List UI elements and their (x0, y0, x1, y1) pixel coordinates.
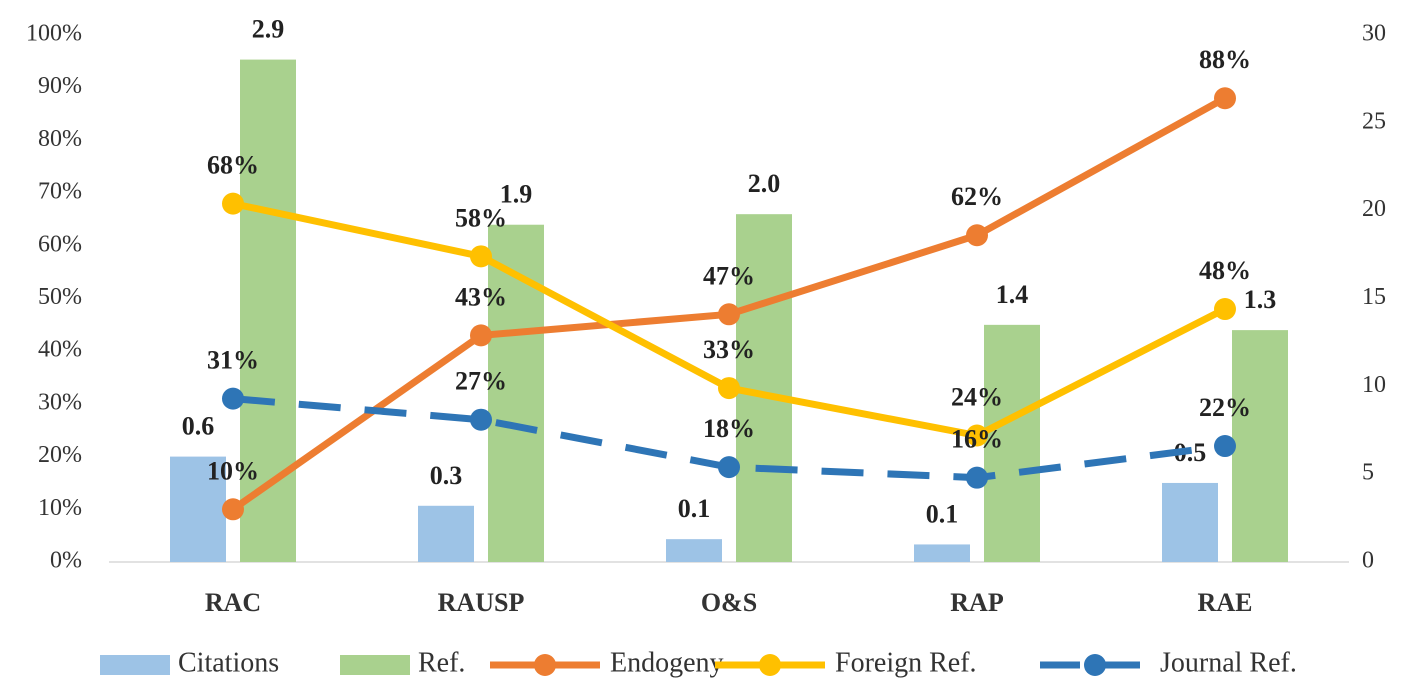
x-tick-label: RAP (950, 588, 1004, 617)
legend-marker (759, 654, 781, 676)
line-marker (470, 324, 492, 347)
y-tick-label: 80% (38, 126, 82, 152)
y-tick-label: 100% (26, 21, 82, 47)
bar (914, 544, 970, 562)
data-label: 0.1 (678, 494, 711, 523)
bar (1232, 330, 1288, 562)
x-tick-label: RAE (1198, 588, 1253, 617)
x-tick-label: RAC (205, 588, 261, 617)
y-tick-label: 70% (38, 179, 82, 205)
legend-label: Foreign Ref. (835, 647, 977, 678)
data-label: 88% (1199, 45, 1251, 74)
y-tick-label: 20% (38, 442, 82, 468)
x-tick-label: O&S (701, 588, 757, 617)
data-label: 0.6 (182, 412, 215, 441)
line-marker (966, 466, 988, 489)
line-marker (1214, 298, 1236, 321)
bar (240, 59, 296, 563)
y2-tick-label: 15 (1362, 284, 1386, 310)
y2-tick-label: 5 (1362, 460, 1374, 486)
y2-tick-label: 10 (1362, 372, 1386, 398)
y2-tick-label: 20 (1362, 196, 1386, 222)
data-label: 33% (703, 335, 755, 364)
legend-label: Citations (178, 647, 279, 678)
data-label: 16% (951, 425, 1003, 454)
data-label: 58% (455, 203, 507, 232)
legend-label: Ref. (418, 647, 465, 678)
y-tick-label: 0% (50, 548, 82, 574)
legend-marker (1084, 654, 1106, 676)
bar (170, 456, 226, 562)
data-label: 43% (455, 282, 507, 311)
line-marker (966, 224, 988, 247)
bar (666, 539, 722, 562)
data-label: 48% (1199, 256, 1251, 285)
data-label: 68% (207, 151, 259, 180)
bar (1162, 482, 1218, 562)
x-tick-label: RAUSP (438, 588, 525, 617)
data-label: 31% (207, 346, 259, 375)
data-label: 24% (951, 382, 1003, 411)
y-tick-label: 50% (38, 284, 82, 310)
data-label: 1.3 (1244, 285, 1277, 314)
data-label: 1.9 (500, 180, 533, 209)
data-label: 0.3 (430, 461, 463, 490)
data-label: 47% (703, 261, 755, 290)
y-tick-label: 60% (38, 231, 82, 257)
line-marker (222, 387, 244, 410)
legend-label: Journal Ref. (1160, 647, 1297, 678)
data-label: 27% (455, 367, 507, 396)
legend-swatch (340, 655, 410, 675)
bar (418, 505, 474, 562)
data-label: 1.4 (996, 280, 1029, 309)
y-tick-label: 30% (38, 389, 82, 415)
line-marker (470, 245, 492, 268)
line-marker (1214, 435, 1236, 458)
line-marker (222, 192, 244, 215)
data-label: 18% (703, 414, 755, 443)
y2-tick-label: 25 (1362, 108, 1386, 134)
y-tick-label: 90% (38, 73, 82, 99)
line-marker (1214, 87, 1236, 110)
line-marker (718, 377, 740, 400)
bar (984, 324, 1040, 562)
y2-tick-label: 30 (1362, 21, 1386, 47)
data-label: 10% (207, 456, 259, 485)
line-marker (718, 456, 740, 479)
legend-marker (534, 654, 556, 676)
y2-tick-label: 0 (1362, 548, 1374, 574)
line-marker (222, 498, 244, 521)
data-label: 62% (951, 182, 1003, 211)
data-label: 2.0 (748, 169, 781, 198)
legend-label: Endogeny (610, 647, 724, 678)
data-label: 2.9 (252, 15, 285, 44)
line-marker (718, 303, 740, 326)
data-label: 0.1 (926, 499, 959, 528)
legend-swatch (100, 655, 170, 675)
line-marker (966, 424, 988, 447)
y-tick-label: 40% (38, 337, 82, 363)
line-marker (470, 408, 492, 431)
data-label: 22% (1199, 393, 1251, 422)
y-tick-label: 10% (38, 495, 82, 521)
